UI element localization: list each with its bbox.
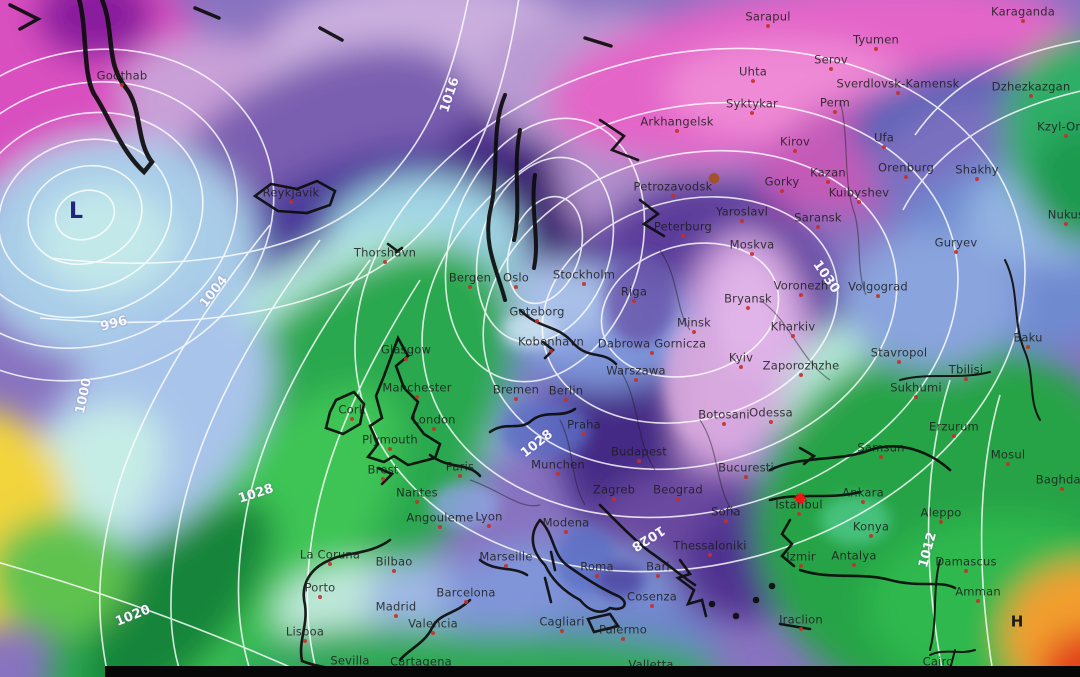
letterbox-bar bbox=[105, 666, 1080, 677]
coastlines bbox=[8, 0, 1041, 677]
temperature-detail bbox=[430, 255, 890, 598]
country-borders bbox=[469, 99, 867, 516]
